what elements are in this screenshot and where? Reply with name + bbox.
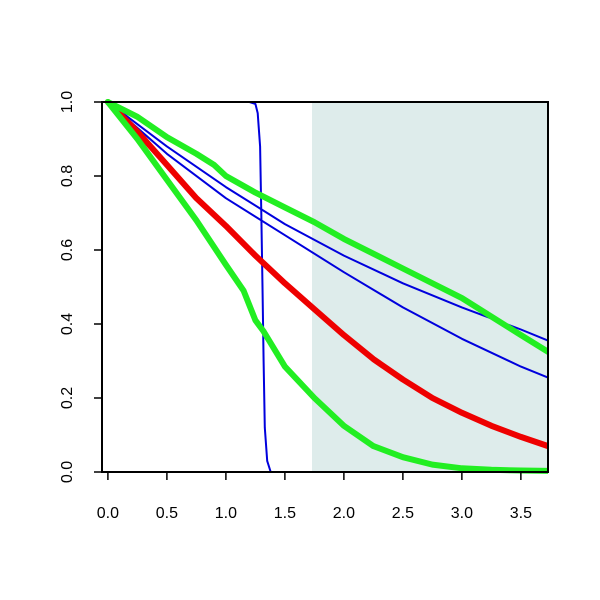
y-tick-label: 0.6 <box>59 239 76 261</box>
plot-frame <box>101 101 549 473</box>
y-tick-label: 0.0 <box>59 461 76 483</box>
x-tick-label: 3.5 <box>510 505 532 522</box>
x-tick-label: 1.0 <box>215 505 237 522</box>
series-line-6 <box>104 99 548 474</box>
series-line-5 <box>104 99 548 355</box>
x-tick-label: 3.0 <box>451 505 473 522</box>
y-tick-label: 0.8 <box>59 165 76 187</box>
axes-layer: 0.0 0.5 1.0 1.5 2.0 2.5 3.0 3.5 0.0 0.2 0.4 0.6 0.8 1… <box>59 91 549 522</box>
series-line-3 <box>106 101 548 379</box>
x-tick-label: 2.5 <box>392 505 414 522</box>
x-tick-label: 1.5 <box>274 505 296 522</box>
shaded-region-layer <box>312 102 548 472</box>
series-layer <box>104 99 548 474</box>
y-tick-label: 0.4 <box>59 313 76 335</box>
shaded-region <box>312 102 548 472</box>
x-tick-label: 0.0 <box>97 505 119 522</box>
y-tick-label: 0.2 <box>59 387 76 409</box>
x-tick-label: 0.5 <box>156 505 178 522</box>
y-tick-label: 1.0 <box>59 91 76 113</box>
x-tick-label: 2.0 <box>333 505 355 522</box>
series-line-4 <box>104 99 548 450</box>
